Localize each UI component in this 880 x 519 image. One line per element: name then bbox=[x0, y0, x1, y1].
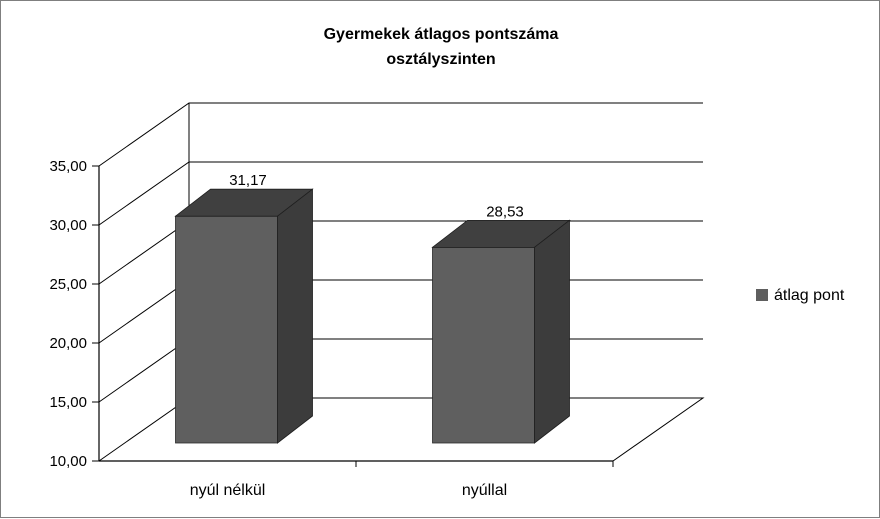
bar bbox=[431, 219, 571, 444]
chart-walls bbox=[99, 103, 189, 461]
side-wall bbox=[99, 103, 189, 461]
category-labels: nyúl nélkül nyúllal bbox=[190, 482, 507, 499]
bar-side bbox=[277, 188, 313, 444]
bar-front bbox=[175, 215, 278, 444]
data-label: 31,17 bbox=[229, 172, 267, 189]
y-tick-label: 25,00 bbox=[49, 276, 87, 293]
data-labels: 31,17 28,53 bbox=[229, 172, 524, 220]
y-tick-label: 35,00 bbox=[49, 158, 87, 175]
bar bbox=[174, 188, 314, 444]
chart-title-line-1: Gyermekek átlagos pontszáma bbox=[324, 26, 559, 43]
y-tick-labels: 10,00 15,00 20,00 25,00 30,00 35,00 bbox=[49, 158, 87, 470]
data-label: 28,53 bbox=[486, 203, 524, 220]
y-tick-label: 30,00 bbox=[49, 217, 87, 234]
y-tick-label: 15,00 bbox=[49, 394, 87, 411]
legend: átlag pont bbox=[756, 287, 845, 304]
chart-title-line-2: osztályszinten bbox=[386, 51, 495, 68]
category-label: nyúl nélkül bbox=[190, 482, 266, 499]
bar-side bbox=[534, 219, 570, 444]
category-label: nyúllal bbox=[462, 482, 507, 499]
y-tick-label: 10,00 bbox=[49, 453, 87, 470]
legend-label: átlag pont bbox=[774, 287, 845, 304]
gridline bbox=[98, 102, 703, 167]
bar-front bbox=[432, 246, 535, 444]
legend-swatch bbox=[756, 289, 768, 301]
y-tick-label: 20,00 bbox=[49, 335, 87, 352]
bars bbox=[174, 188, 571, 444]
